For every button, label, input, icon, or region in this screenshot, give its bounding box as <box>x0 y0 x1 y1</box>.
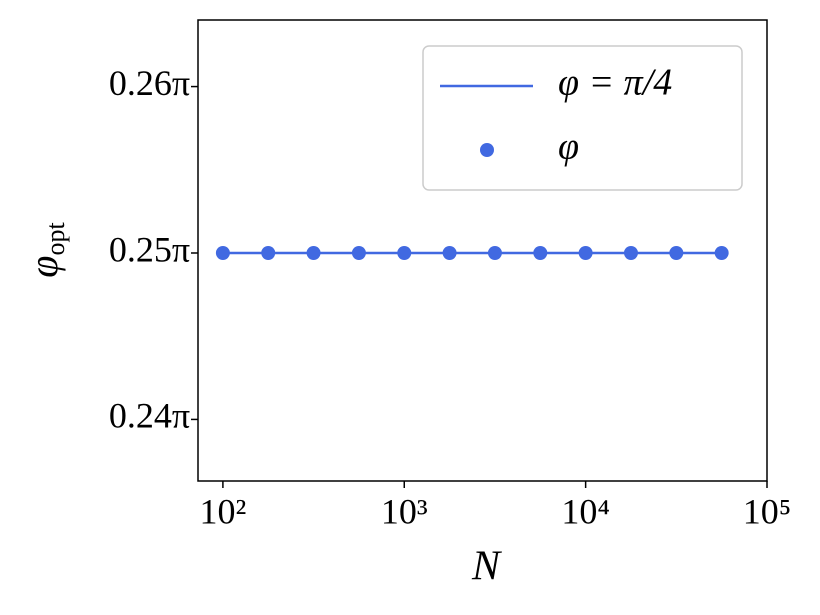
y-tick-label: 0.24π <box>109 396 190 436</box>
y-label-subscript: opt <box>41 222 70 256</box>
point <box>397 245 412 260</box>
legend-label: φ <box>558 126 579 168</box>
x-tick-label: 10³ <box>381 491 428 531</box>
x-tick-label: 10⁴ <box>561 491 610 531</box>
point <box>533 245 548 260</box>
point <box>442 245 457 260</box>
legend-box <box>422 45 743 191</box>
y-axis-label: φopt <box>21 222 70 278</box>
point <box>578 245 593 260</box>
y-tick-label: 0.26π <box>109 63 190 103</box>
point <box>215 245 230 260</box>
point <box>487 245 502 260</box>
legend-label: φ = π/4 <box>558 62 672 104</box>
point <box>714 245 729 260</box>
plot-frame <box>197 19 768 482</box>
point <box>306 245 321 260</box>
y-tick-label: 0.25π <box>109 229 190 269</box>
point <box>261 245 276 260</box>
x-tick-label: 10⁵ <box>743 491 792 531</box>
point <box>623 245 638 260</box>
point <box>351 245 366 260</box>
x-tick-label: 10² <box>199 491 246 531</box>
legend-marker <box>480 143 494 157</box>
point <box>669 245 684 260</box>
y-label-symbol: φ <box>21 256 66 278</box>
x-axis-label: N <box>471 544 502 590</box>
